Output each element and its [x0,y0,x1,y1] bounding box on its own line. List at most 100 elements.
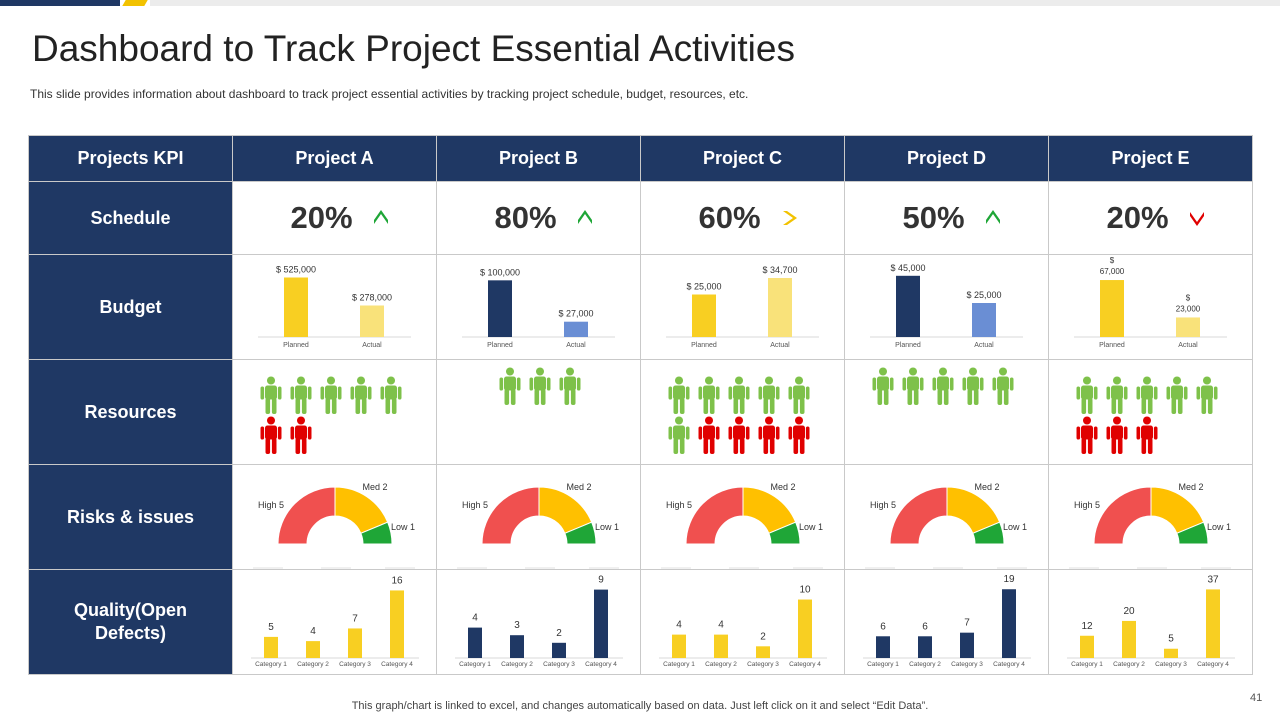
quality-value-label: 4 [472,613,478,624]
quality-bar [510,635,524,658]
quality-cell: 6 Category 1 6 Category 2 7 Category 3 19 Categ… [844,569,1049,675]
quality-chart-b: 4 Category 1 3 Category 2 2 Category 3 9 Catego… [455,575,623,668]
gauge-label-low: Low 1 [391,522,415,532]
person-available-icon [290,376,312,414]
up-arrow-glyph [577,210,592,224]
quality-category-label: Category 4 [789,661,821,668]
person-available-icon [872,367,894,405]
people-row [641,375,844,415]
gauge-segment-high [277,486,336,545]
risk-gauge-e: High 5 Med 2 Low 1 [1069,482,1231,569]
kpi-header: Projects KPI [28,135,233,182]
people-row [233,415,436,455]
quality-bar [1206,589,1220,658]
budget-cell: $ 45,000 Planned $ 25,000 Actual [844,254,1049,360]
person-available-icon [1076,376,1098,414]
gauge-label-high: High 5 [870,500,896,510]
quality-category-label: Category 3 [339,661,371,668]
gauge-label-med: Med 2 [974,482,999,492]
person-available-icon [350,376,372,414]
person-available-icon [1196,376,1218,414]
person-unavailable-icon [698,416,720,454]
budget-cell: $67,000 Planned $23,000 Actual [1048,254,1253,360]
quality-category-label: Category 3 [951,661,983,668]
quality-category-label: Category 4 [381,661,413,668]
gauge-label-high: High 5 [666,500,692,510]
schedule-value: 20% [1106,200,1169,235]
quality-label-line1: Quality(Open [73,600,187,620]
quality-category-label: Category 1 [1071,661,1103,668]
risk-gauge-a: High 5 Med 2 Low 1 [253,482,415,569]
quality-value-label: 16 [391,575,403,586]
person-unavailable-icon [758,416,780,454]
quality-value-label: 7 [352,613,358,624]
quality-cell: 12 Category 1 20 Category 2 5 Category 3 37 Cat… [1048,569,1253,675]
arrow-up-icon [575,208,595,228]
gauge-label-med: Med 2 [362,482,387,492]
gauge-label-med: Med 2 [1178,482,1203,492]
risks-label: Risks & issues [28,464,233,570]
quality-bar [390,590,404,658]
kpi-table: Projects KPI Project A Project B Project… [28,135,1253,675]
quality-value-label: 10 [799,585,811,596]
gauge-label-low: Low 1 [1003,522,1027,532]
quality-value-label: 4 [718,620,724,631]
budget-label: Budget [28,254,233,360]
quality-label-line2: Defects) [94,623,167,643]
quality-bar [672,634,686,658]
risk-gauge-d: High 5 Med 2 Low 1 [865,482,1027,569]
footer-note: This graph/chart is linked to excel, and… [351,700,929,712]
top-accent-bar [0,0,1280,6]
quality-bar [594,589,608,658]
quality-value-label: 2 [760,631,766,642]
person-available-icon [758,376,780,414]
risk-cell: High 5 Med 2 Low 1 [844,464,1049,570]
budget-value-label: $ 27,000 [558,309,593,319]
gauge-label-low: Low 1 [1207,522,1231,532]
person-available-icon [380,376,402,414]
person-available-icon [559,367,581,405]
gauge-segment-low [1176,521,1209,545]
quality-bar [552,642,566,658]
person-available-icon [698,376,720,414]
person-unavailable-icon [1076,416,1098,454]
quality-cell: 4 Category 1 3 Category 2 2 Category 3 9 Catego… [436,569,641,675]
person-available-icon [499,367,521,405]
quality-value-label: 4 [310,626,316,637]
project-d-header: Project D [844,135,1049,182]
arrow-down-icon [1187,208,1207,228]
quality-bar [468,627,482,658]
budget-category-label: Actual [974,342,994,349]
person-available-icon [992,367,1014,405]
person-available-icon [728,376,750,414]
gauge-segment-low [564,521,597,545]
quality-category-label: Category 2 [1113,661,1145,668]
risk-gauge-c: High 5 Med 2 Low 1 [661,482,823,569]
gauge-label-high: High 5 [258,500,284,510]
quality-value-label: 2 [556,628,562,639]
resources-cell [232,359,437,465]
quality-category-label: Category 1 [663,661,695,668]
budget-category-label: Actual [566,342,586,349]
project-c-header: Project C [640,135,845,182]
quality-category-label: Category 2 [909,661,941,668]
budget-bar [768,278,792,337]
risk-cell: High 5 Med 2 Low 1 [1048,464,1253,570]
budget-cell: $ 525,000 Planned $ 278,000 Actual [232,254,437,360]
project-e-header: Project E [1048,135,1253,182]
gauge-segment-high [685,486,744,545]
quality-bar [960,632,974,658]
budget-value-label: $ 34,700 [762,265,797,275]
quality-category-label: Category 2 [501,661,533,668]
gauge-segment-high [1093,486,1152,545]
quality-value-label: 4 [676,620,682,631]
quality-category-label: Category 1 [255,661,287,668]
quality-bar [264,636,278,658]
budget-bar [1100,280,1124,337]
person-available-icon [668,376,690,414]
budget-category-label: Actual [770,342,790,349]
page-number: 41 [1250,692,1263,704]
person-unavailable-icon [1106,416,1128,454]
quality-chart-e: 12 Category 1 20 Category 2 5 Category 3 37 Cat… [1067,574,1235,668]
project-b-header: Project B [436,135,641,182]
